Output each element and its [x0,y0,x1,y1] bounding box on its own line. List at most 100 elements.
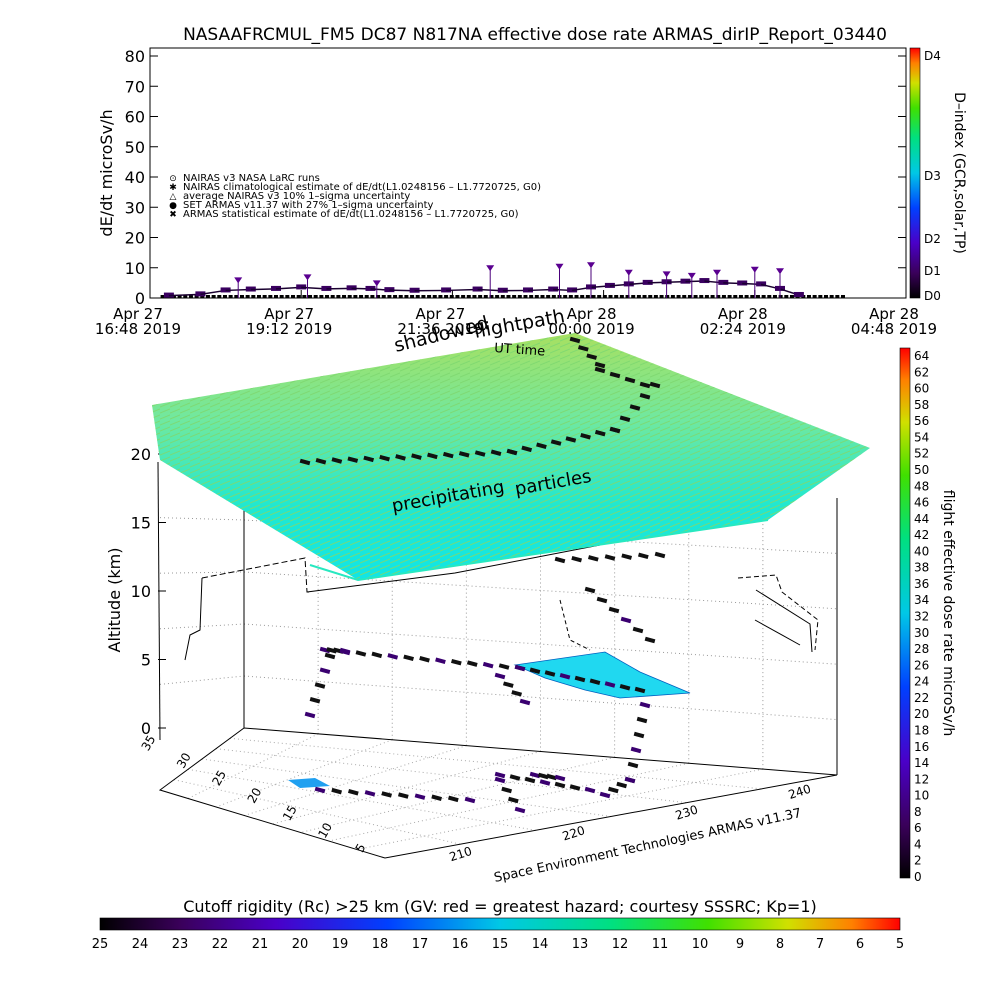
dose-tick-label: 18 [914,723,929,737]
baseline-mark [268,295,272,298]
dose-tick-label: 14 [914,756,929,770]
baseline-mark [263,295,267,298]
baseline-mark [762,295,766,298]
dose-tick-label: 8 [914,805,922,819]
dose-tick-label: 62 [914,365,929,379]
flight-path-mark [570,784,581,790]
baseline-mark [631,295,635,298]
x-tick-label-time: 19:12 2019 [246,320,332,338]
dose-tick-label: 6 [914,821,922,835]
altitude-label: Altitude (km) [105,548,124,653]
baseline-mark [807,295,811,298]
nairas-point [625,270,633,276]
dose-tick-label: 28 [914,642,929,656]
z-tick-label: 10 [131,582,151,601]
baseline-mark [212,295,216,298]
nairas-point [304,274,312,280]
rigidity-tick-label: 11 [652,937,669,952]
x-tick-label-time: 16:48 2019 [95,320,181,338]
rigidity-tick-label: 15 [492,937,509,952]
rigidity-tick-label: 22 [212,937,229,952]
baseline-mark [767,295,771,298]
baseline-mark [484,295,488,298]
rigidity-tick-label: 7 [816,937,824,952]
nairas-point [373,280,381,286]
dose-tick-label: 0 [914,870,922,884]
lon-tick-label: 230 [674,802,700,822]
lon-tick-label: 220 [561,823,587,843]
baseline-mark [229,295,233,298]
baseline-mark [240,295,244,298]
flight-path-mark [625,777,636,783]
flight-path-mark [448,796,459,802]
dose-tick-label: 44 [914,512,929,526]
baseline-mark [580,295,584,298]
baseline-mark [739,295,743,298]
baseline-mark [523,295,527,298]
rigidity-tick-label: 16 [452,937,469,952]
baseline-mark [824,295,828,298]
y-tick-label: 50 [125,138,145,157]
rigidity-tick-label: 12 [612,937,629,952]
flight-path-mark [331,788,342,794]
rigidity-tick-label: 6 [856,937,864,952]
baseline-mark [665,295,669,298]
y-tick-label: 60 [125,108,145,127]
flight-path-mark [431,795,442,801]
baseline-mark [342,295,346,298]
baseline-mark [535,295,539,298]
baseline-mark [421,295,425,298]
rigidity-tick-label: 10 [692,937,709,952]
lat-tick-label: 20 [245,785,265,805]
flight-path-mark [515,807,526,813]
rigidity-tick-label: 13 [572,937,589,952]
baseline-mark [592,295,596,298]
baseline-mark [427,295,431,298]
baseline-mark [461,295,465,298]
rigidity-tick-label: 19 [332,937,349,952]
dindex-tick-label: D1 [924,264,941,278]
dose-tick-label: 12 [914,772,929,786]
baseline-mark [467,295,471,298]
baseline-mark [790,295,794,298]
baseline-mark [348,295,352,298]
flight-path-mark [465,797,476,803]
baseline-mark [382,295,386,298]
lat-tick-label: 25 [209,768,229,788]
nairas-point [556,264,564,270]
floor-grid-line [202,759,611,817]
x-tick-label-time: 02:24 2019 [700,320,786,338]
baseline-mark [314,295,318,298]
figure-title: NASAAFRCMUL_FM5 DC87 N817NA effective do… [183,25,887,45]
rigidity-tick-label: 9 [736,937,744,952]
y-tick-label: 10 [125,259,145,278]
baseline-mark [586,295,590,298]
floor-grid-line [329,763,689,841]
flight-path-mark [415,793,426,799]
baseline-mark [830,295,834,298]
dose-tick-label: 64 [914,349,929,363]
dose-tick-label: 36 [914,577,929,591]
baseline-mark [450,295,454,298]
armas-point [699,278,709,283]
floor-grid-line [244,746,466,816]
flight-path-mark [398,792,409,798]
baseline-mark [512,295,516,298]
flight-path-mark [616,782,627,788]
baseline-mark [325,295,329,298]
flight-path-mark [525,777,536,783]
floor-grid-line [216,740,392,807]
flight-path-mark [348,789,359,795]
dindex-tick-label: D4 [924,49,941,63]
series-marks [161,262,845,298]
z-tick-label: 15 [131,514,151,533]
baseline-mark [433,295,437,298]
baseline-mark [455,295,459,298]
baseline-mark [438,295,442,298]
z-axis-line [158,462,160,740]
baseline-mark [597,295,601,298]
baseline-mark [285,295,289,298]
baseline-mark [699,295,703,298]
dose-tick-label: 52 [914,447,929,461]
